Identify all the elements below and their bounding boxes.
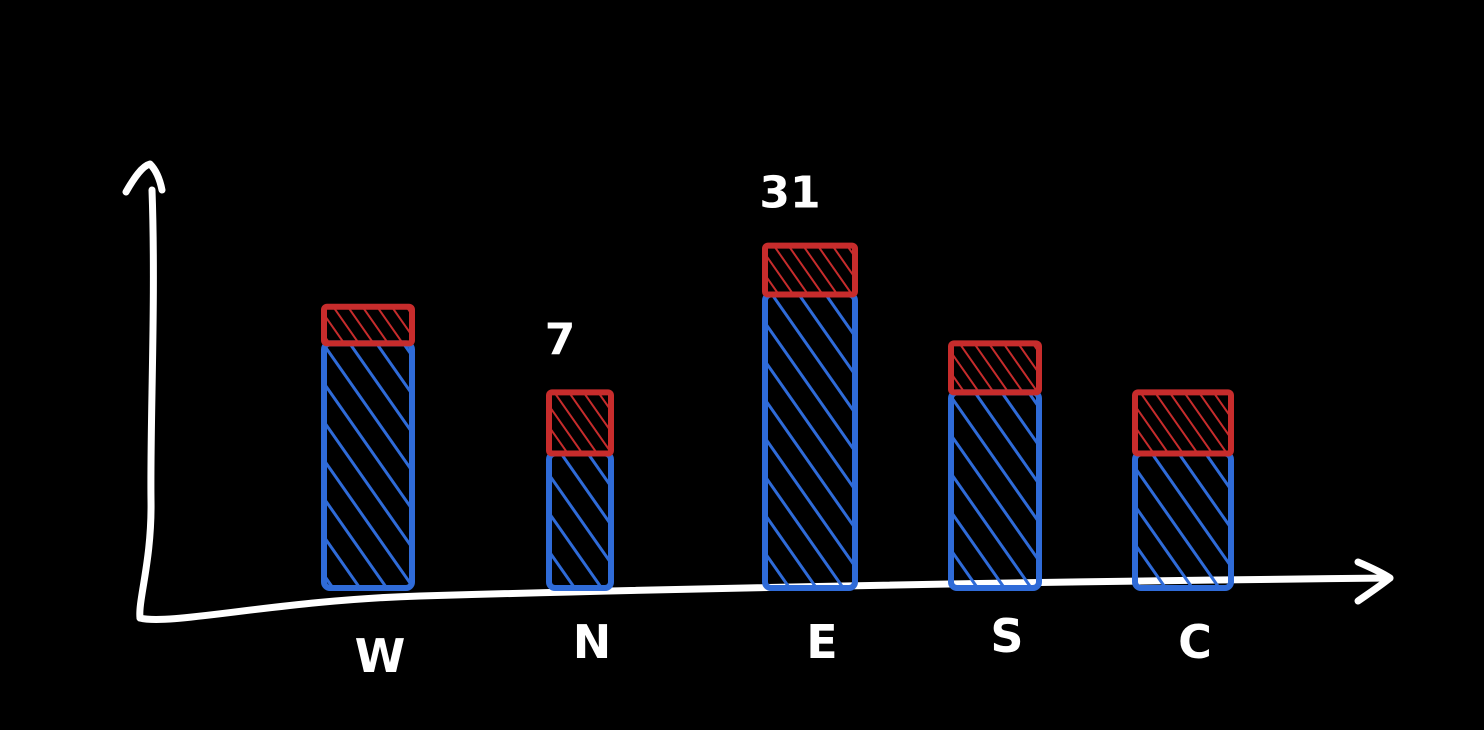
- bar-s-segment-1: [948, 389, 1042, 592]
- bar-w-segment-1: [321, 340, 415, 591]
- bar-s-segment-2: [948, 340, 1042, 396]
- bar-c-segment-1: [1132, 450, 1234, 591]
- data-label-e: 31: [759, 168, 820, 219]
- x-tick-label-w: W: [355, 629, 406, 683]
- x-tick-label-e: E: [806, 615, 837, 669]
- bar-w-segment-2: [321, 303, 415, 347]
- bar-n-segment-1: [546, 450, 614, 591]
- y-axis-arrowhead: [122, 160, 166, 196]
- bar-c-segment-2: [1132, 389, 1234, 457]
- bar-e-segment-2: [762, 242, 858, 298]
- x-axis-line: [136, 574, 1394, 624]
- x-tick-label-c: C: [1178, 615, 1212, 669]
- bar-e-segment-1: [762, 291, 858, 591]
- bar-n-segment-2: [546, 389, 614, 457]
- x-tick-label-n: N: [573, 615, 612, 669]
- y-axis-line: [136, 186, 157, 622]
- x-tick-label-s: S: [990, 609, 1023, 663]
- data-label-n: 7: [545, 314, 576, 365]
- x-axis-arrowhead: [1354, 558, 1394, 605]
